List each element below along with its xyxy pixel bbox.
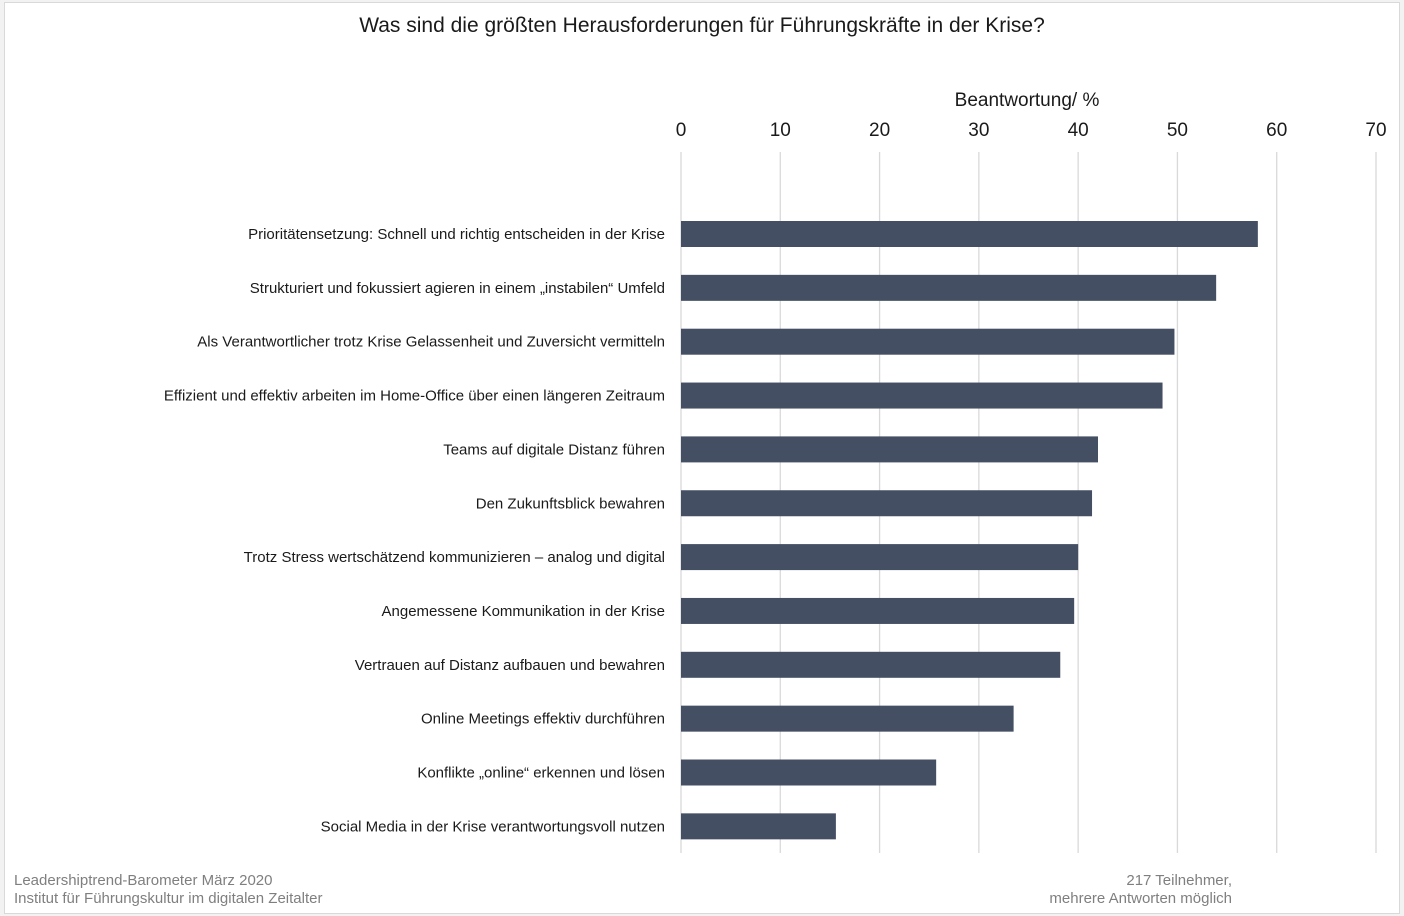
x-tick-label: 10	[770, 120, 791, 141]
bar	[681, 597, 1075, 624]
participants-note: 217 Teilnehmer, mehrere Antworten möglic…	[1049, 872, 1232, 908]
bar	[681, 705, 1014, 732]
x-tick-label: 50	[1167, 120, 1188, 141]
bar	[681, 274, 1217, 301]
category-label: Trotz Stress wertschätzend kommunizieren…	[244, 549, 665, 566]
source-line-2: Institut für Führungskultur im digitalen…	[14, 890, 323, 907]
participants-line-2: mehrere Antworten möglich	[1049, 890, 1232, 907]
x-tick-label: 0	[676, 120, 687, 141]
participants-line-1: 217 Teilnehmer,	[1126, 872, 1232, 889]
source-note: Leadershiptrend-Barometer März 2020 Inst…	[14, 872, 322, 908]
x-tick-label: 30	[968, 120, 989, 141]
bar	[681, 382, 1163, 409]
category-label: Den Zukunftsblick bewahren	[476, 495, 665, 512]
category-label: Teams auf digitale Distanz führen	[443, 441, 665, 458]
category-label: Konflikte „online“ erkennen und lösen	[417, 765, 665, 782]
bar	[681, 651, 1061, 678]
x-tick-label: 40	[1068, 120, 1089, 141]
category-label: Strukturiert und fokussiert agieren in e…	[250, 280, 665, 297]
category-label: Online Meetings effektiv durchführen	[421, 711, 665, 728]
x-tick-label: 70	[1365, 120, 1386, 141]
category-label: Als Verantwortlicher trotz Krise Gelasse…	[197, 334, 665, 351]
bar	[681, 759, 937, 786]
source-line-1: Leadershiptrend-Barometer März 2020	[14, 872, 273, 889]
chart-title: Was sind die größten Herausforderungen f…	[359, 14, 1045, 37]
bar	[681, 490, 1093, 517]
category-label: Social Media in der Krise verantwortungs…	[321, 818, 665, 835]
x-tick-label: 60	[1266, 120, 1287, 141]
category-label: Effizient und effektiv arbeiten im Home-…	[164, 388, 665, 405]
category-label: Vertrauen auf Distanz aufbauen und bewah…	[355, 657, 665, 674]
bar	[681, 221, 1258, 247]
bar	[681, 813, 836, 840]
category-label: Prioritätensetzung: Schnell und richtig …	[248, 226, 665, 243]
bar	[681, 544, 1079, 571]
bar	[681, 436, 1098, 463]
category-label: Angemessene Kommunikation in der Krise	[382, 603, 665, 620]
x-tick-label: 20	[869, 120, 890, 141]
x-axis-title: Beantwortung/ %	[954, 90, 1100, 111]
bar	[681, 328, 1175, 355]
